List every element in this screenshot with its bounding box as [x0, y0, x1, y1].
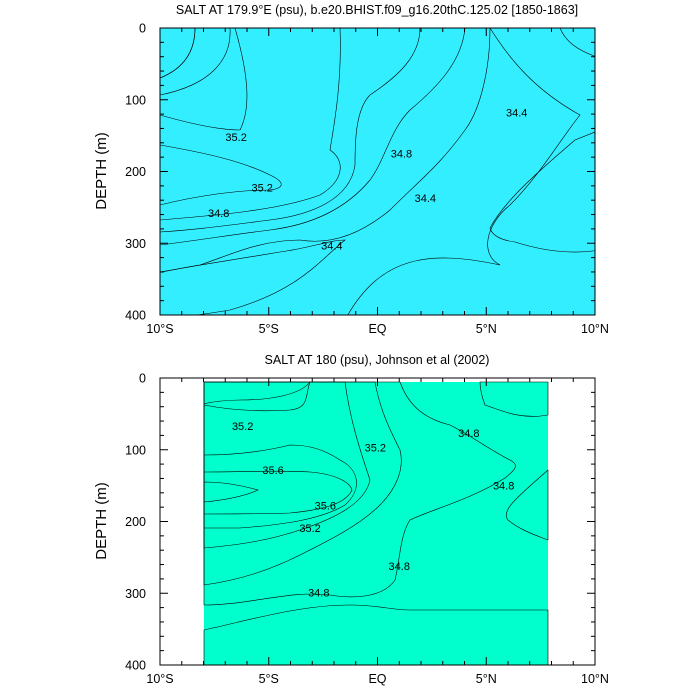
bottom-contour-label: 34.8 [308, 588, 329, 600]
bottom-panel: SALT AT 180 (psu), Johnson et al (2002) [93, 353, 609, 686]
top-x-tick-label: 10°S [146, 322, 173, 336]
top-fill-35-0 [160, 28, 466, 246]
bottom-fill-34-8 [203, 381, 516, 606]
bottom-x-tick-label: 5°N [476, 672, 497, 686]
top-fill-34-6 [160, 28, 595, 315]
top-fill-34-2-corner [559, 28, 595, 57]
top-fill-35-4 [160, 28, 341, 221]
top-contour-fills [160, 28, 595, 315]
top-axis-ticks: 10°S 5°S EQ 5°N 10°N 0 100 200 300 400 [125, 22, 609, 337]
bottom-axis-ticks: 10°S 5°S EQ 5°N 10°N 0 100 200 300 400 [125, 372, 609, 687]
bottom-contour-label: 35.6 [262, 465, 283, 477]
top-contour-labels: 35.2 35.2 34.8 34.4 34.8 34.4 34.4 [208, 108, 527, 253]
bottom-contour-label: 35.6 [315, 501, 336, 513]
bottom-y-tick-label: 400 [125, 659, 146, 673]
bottom-fill-35-4 [203, 444, 357, 529]
bottom-x-tick-label: 10°S [146, 672, 173, 686]
top-y-tick-label: 400 [125, 309, 146, 323]
bottom-contour-label: 34.8 [389, 561, 410, 573]
top-panel-title: SALT AT 179.9°E (psu), b.e20.BHIST.f09_g… [176, 3, 578, 17]
top-contour-label: 34.4 [321, 240, 342, 252]
bottom-fill-34-6-right [479, 381, 549, 417]
top-contour-label: 35.2 [225, 132, 246, 144]
bottom-x-tick-label: 5°S [259, 672, 279, 686]
top-contour-label: 34.8 [208, 208, 229, 220]
top-y-tick-label: 300 [125, 237, 146, 251]
top-y-tick-label: 0 [139, 22, 146, 36]
top-x-tick-label: 5°S [259, 322, 279, 336]
top-y-tick-label: 100 [125, 93, 146, 107]
bottom-fill-35-2 [203, 381, 371, 549]
bottom-contour-label: 34.8 [493, 481, 514, 493]
bottom-fill-35-0 [203, 381, 402, 586]
bottom-y-axis-label: DEPTH (m) [93, 482, 110, 560]
top-x-tick-label: 10°N [581, 322, 609, 336]
bottom-fill-35-6 [203, 470, 353, 515]
bottom-y-tick-label: 100 [125, 443, 146, 457]
top-contour-label: 34.8 [391, 149, 412, 161]
bottom-contour-labels: 35.2 35.6 35.6 35.2 35.2 34.8 34.8 34.8 34.8 [232, 421, 514, 600]
bottom-contour-label: 35.2 [232, 421, 253, 433]
bottom-fill-deep-34-6 [203, 604, 549, 665]
bottom-y-tick-label: 0 [139, 372, 146, 386]
bottom-panel-title: SALT AT 180 (psu), Johnson et al (2002) [265, 353, 490, 367]
top-fill-34-2 [489, 131, 595, 253]
top-y-axis-label: DEPTH (m) [93, 132, 110, 210]
bottom-y-tick-label: 300 [125, 587, 146, 601]
top-fill-35-2 [160, 28, 421, 233]
bottom-fill-35-8 [203, 481, 259, 503]
bottom-x-tick-label: 10°N [581, 672, 609, 686]
top-fill-34-4 [347, 28, 595, 315]
top-x-tick-label: 5°N [476, 322, 497, 336]
bottom-x-tick-label: EQ [368, 672, 386, 686]
top-y-tick-label: 200 [125, 165, 146, 179]
top-fill-deep-34-6 [160, 239, 346, 315]
bottom-fill-top-35-0 [203, 381, 311, 405]
bottom-y-tick-label: 200 [125, 515, 146, 529]
top-fill-35-6 [160, 144, 282, 206]
top-contour-label: 34.4 [506, 108, 527, 120]
bottom-contour-label: 34.8 [458, 428, 479, 440]
top-contour-label: 35.2 [252, 182, 273, 194]
bottom-contour-label: 35.2 [299, 523, 320, 535]
bottom-contour-label: 35.2 [365, 443, 386, 455]
bottom-fill-34-6-right2 [506, 469, 549, 541]
bottom-contour-fills [203, 381, 549, 665]
bottom-fill-34-6 [204, 382, 548, 665]
top-contour-label: 34.4 [415, 193, 436, 205]
top-panel: SALT AT 179.9°E (psu), b.e20.BHIST.f09_g… [93, 3, 609, 336]
top-x-tick-label: EQ [368, 322, 386, 336]
